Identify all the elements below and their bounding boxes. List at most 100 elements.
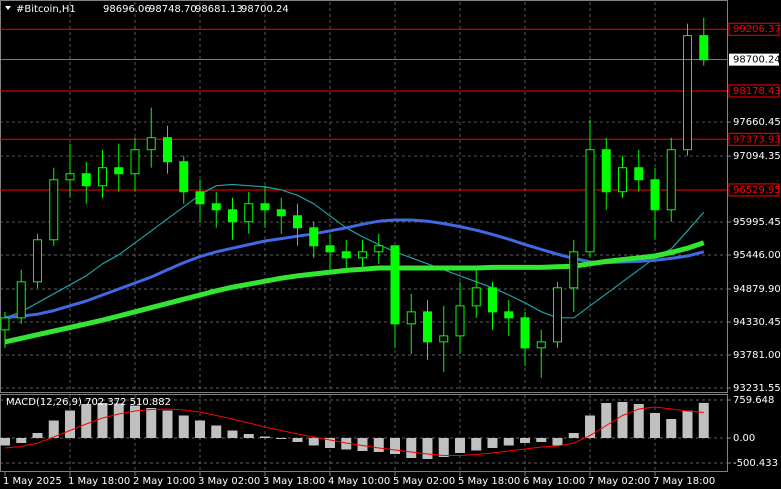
macd-bar — [617, 402, 628, 438]
macd-bar — [520, 438, 530, 443]
macd-bar — [357, 438, 368, 451]
ohlc-value: 98696.06 — [103, 4, 151, 15]
macd-bar — [48, 420, 59, 438]
macd-bar — [536, 438, 547, 442]
macd-bar — [455, 438, 465, 453]
macd-bar — [325, 438, 335, 448]
candle-body — [683, 35, 692, 151]
candle-body — [211, 203, 221, 211]
moving-average — [4, 240, 705, 345]
macd-bar — [568, 433, 579, 438]
ohlc-value: 98748.70 — [149, 4, 197, 15]
y-tick-label: 95995.45 — [733, 217, 781, 228]
candle-body — [325, 245, 335, 253]
level-label: 97373.93 — [733, 134, 781, 145]
candle-body — [471, 287, 481, 307]
candle-body — [520, 317, 530, 349]
level-label: 98178.43 — [733, 86, 781, 97]
macd-bar — [633, 404, 644, 438]
x-tick-label: 5 May 02:00 — [393, 476, 455, 487]
candle-body — [163, 137, 172, 163]
macd-title: MACD(12,26,9) 702.372 510.882 — [6, 397, 171, 408]
y-tick-label: 93781.00 — [733, 350, 781, 361]
macd-bar — [390, 438, 400, 454]
macd-bar — [373, 438, 384, 452]
candle-body — [341, 251, 351, 259]
candle-body — [699, 35, 709, 61]
macd-bar — [97, 403, 108, 438]
macd-bar — [650, 413, 660, 438]
level-label-box — [728, 84, 780, 98]
ohlc-value: 98681.13 — [195, 4, 243, 15]
x-tick-label: 2 May 10:00 — [133, 476, 195, 487]
candle-body — [601, 149, 611, 193]
y-tick-label: 0.00 — [733, 433, 755, 444]
level-label-box — [728, 132, 780, 146]
level-label-box — [728, 22, 780, 36]
moving-average — [4, 218, 705, 320]
candle-body — [146, 137, 156, 151]
macd-bar — [666, 419, 677, 438]
candle-body — [536, 341, 546, 349]
x-tick-label: 1 May 18:00 — [68, 476, 130, 487]
macd-bar — [16, 438, 27, 443]
macd-bar — [503, 438, 514, 446]
menu-arrow — [5, 6, 11, 10]
candle-body — [260, 203, 270, 211]
candle-body — [65, 173, 75, 181]
y-tick-label: 759.648 — [733, 395, 774, 406]
macd-bar — [308, 438, 319, 446]
macd-bar — [601, 403, 612, 438]
candle-body — [49, 179, 59, 241]
macd-bar — [32, 433, 43, 438]
candle-body — [179, 161, 189, 193]
macd-bar — [276, 438, 287, 439]
moving-average — [4, 183, 705, 319]
macd-bar — [585, 415, 595, 438]
macd-bar — [698, 402, 709, 438]
macd-bar — [406, 438, 417, 458]
candle-body — [585, 149, 595, 253]
macd-bar — [292, 438, 303, 442]
candle-body — [195, 191, 205, 205]
candle-body — [16, 281, 26, 319]
x-tick-label: 3 May 18:00 — [263, 476, 325, 487]
current-price-box — [729, 53, 779, 66]
candle-body — [114, 167, 124, 175]
candle-body — [569, 251, 579, 289]
candle-body — [374, 245, 384, 253]
candle-body — [390, 245, 400, 325]
macd-bar — [260, 436, 270, 438]
macd-bar — [65, 410, 75, 438]
y-tick-label: 93231.55 — [733, 383, 781, 394]
candle-body — [358, 251, 367, 259]
x-tick-label: 3 May 02:00 — [198, 476, 260, 487]
macd-bar — [227, 430, 238, 438]
x-tick-label: 7 May 18:00 — [653, 476, 715, 487]
y-tick-label: 97660.45 — [733, 117, 781, 128]
macd-bar — [146, 408, 157, 438]
candle-body — [130, 149, 140, 175]
macd-bar — [243, 434, 254, 438]
macd-frame — [0, 394, 728, 472]
candle-body — [634, 167, 644, 181]
current-price-label: 98700.24 — [733, 55, 781, 66]
y-tick-label: 95446.00 — [733, 250, 781, 261]
macd-bar — [341, 438, 352, 450]
x-tick-label: 1 May 2025 — [3, 476, 62, 487]
candle-body — [309, 227, 319, 247]
y-tick-label: 94330.45 — [733, 317, 781, 328]
x-tick-label: 5 May 18:00 — [458, 476, 520, 487]
macd-bar — [471, 438, 482, 451]
candle-body — [406, 311, 416, 325]
x-tick-label: 4 May 10:00 — [328, 476, 390, 487]
macd-bar — [130, 405, 140, 438]
macd-bar — [211, 425, 222, 438]
level-label: 99206.37 — [733, 24, 781, 35]
candle-body — [276, 209, 286, 217]
candle-body — [33, 239, 42, 283]
macd-bar — [552, 438, 563, 446]
macd-bar — [162, 410, 173, 438]
